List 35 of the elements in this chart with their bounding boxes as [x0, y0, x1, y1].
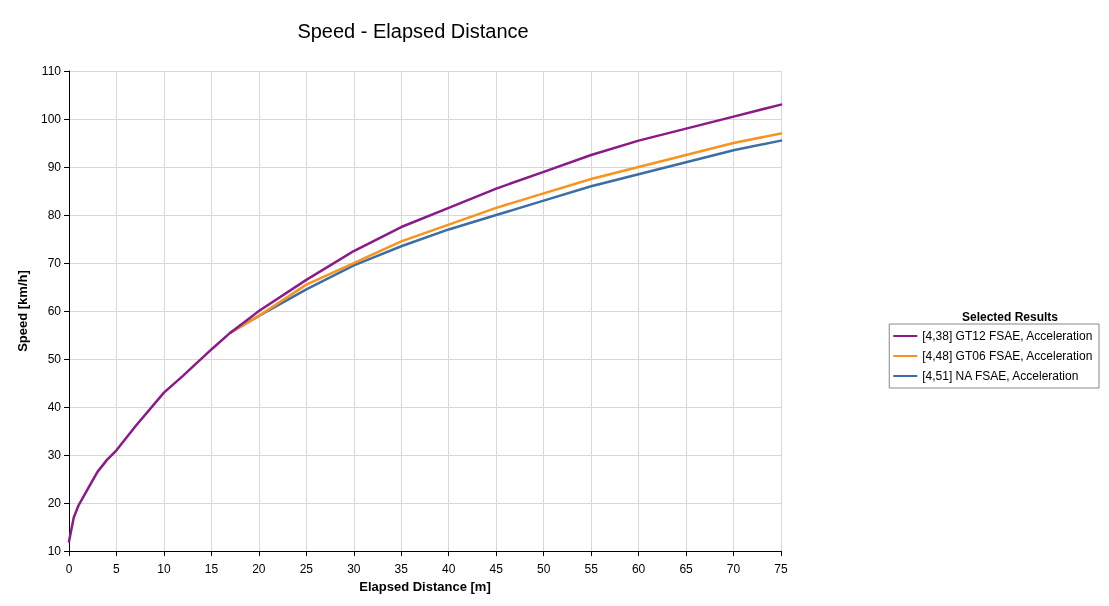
x-axis-title: Elapsed Distance [m]	[359, 579, 491, 594]
y-tick-label: 40	[47, 400, 62, 415]
x-tick-label: 25	[299, 562, 314, 577]
x-tick-label: 55	[584, 562, 599, 577]
y-axis-title: Speed [km/h]	[15, 270, 30, 352]
x-tick-label: 10	[157, 562, 171, 577]
x-tick-label: 70	[726, 562, 741, 577]
x-tick-label: 20	[252, 562, 266, 577]
legend-title: Selected Results	[961, 310, 1059, 324]
x-tick-label: 65	[679, 562, 694, 577]
y-tick-label: 70	[47, 256, 62, 271]
y-tick-label: 80	[47, 208, 62, 223]
y-tick-label: 60	[47, 304, 62, 319]
x-tick-label: 15	[204, 562, 219, 577]
y-tick-label: 30	[47, 448, 62, 463]
x-tick-label: 35	[394, 562, 409, 577]
x-tick-label: 45	[489, 562, 504, 577]
y-tick-label: 90	[47, 160, 62, 175]
legend-label: [4,48] GT06 FSAE, Acceleration	[922, 349, 1093, 363]
y-tick-label: 110	[41, 64, 62, 78]
y-tick-label: 20	[47, 496, 62, 511]
line-series	[67, 103, 783, 543]
x-tick-label: 30	[347, 562, 361, 577]
x-tick-label: 50	[536, 562, 551, 577]
legend-label: [4,38] GT12 FSAE, Acceleration	[922, 329, 1093, 343]
legend-label: [4,51] NA FSAE, Acceleration	[922, 369, 1079, 383]
y-tick-label: 50	[47, 352, 62, 367]
y-tick-label: 10	[47, 544, 62, 559]
x-tick-label: 75	[774, 562, 788, 577]
x-tick-label: 60	[631, 562, 646, 577]
y-tick-label: 100	[40, 112, 62, 127]
x-tick-label: 5	[113, 562, 121, 577]
x-tick-label: 0	[65, 562, 73, 577]
chart-title: Speed - Elapsed Distance	[297, 20, 529, 42]
x-tick-label: 40	[442, 562, 456, 577]
